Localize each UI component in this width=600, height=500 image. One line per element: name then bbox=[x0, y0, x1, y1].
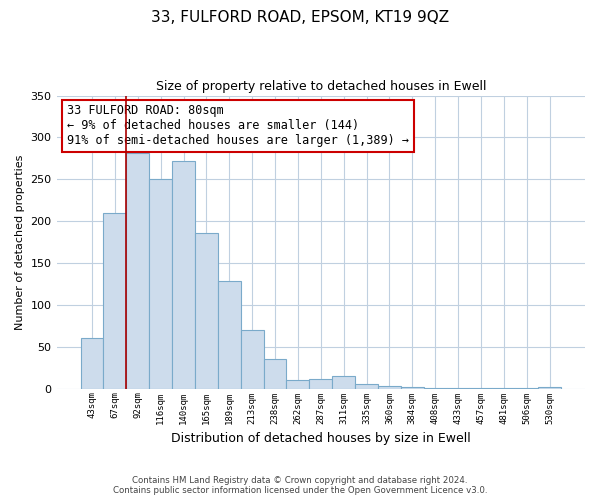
Bar bbox=[103, 213, 127, 388]
X-axis label: Distribution of detached houses by size in Ewell: Distribution of detached houses by size … bbox=[171, 432, 470, 445]
Bar bbox=[218, 282, 241, 389]
Bar bbox=[286, 380, 310, 388]
Bar bbox=[195, 233, 218, 388]
Bar bbox=[263, 360, 286, 388]
Bar bbox=[310, 378, 332, 388]
Bar bbox=[378, 386, 401, 388]
Bar bbox=[149, 180, 172, 388]
Bar bbox=[172, 161, 195, 388]
Bar bbox=[241, 330, 263, 388]
Bar bbox=[401, 387, 424, 388]
Bar bbox=[538, 387, 561, 388]
Bar bbox=[355, 384, 378, 388]
Bar bbox=[127, 154, 149, 388]
Text: 33 FULFORD ROAD: 80sqm
← 9% of detached houses are smaller (144)
91% of semi-det: 33 FULFORD ROAD: 80sqm ← 9% of detached … bbox=[67, 104, 409, 148]
Bar bbox=[80, 338, 103, 388]
Title: Size of property relative to detached houses in Ewell: Size of property relative to detached ho… bbox=[155, 80, 486, 93]
Y-axis label: Number of detached properties: Number of detached properties bbox=[15, 154, 25, 330]
Text: Contains HM Land Registry data © Crown copyright and database right 2024.
Contai: Contains HM Land Registry data © Crown c… bbox=[113, 476, 487, 495]
Text: 33, FULFORD ROAD, EPSOM, KT19 9QZ: 33, FULFORD ROAD, EPSOM, KT19 9QZ bbox=[151, 10, 449, 25]
Bar bbox=[332, 376, 355, 388]
